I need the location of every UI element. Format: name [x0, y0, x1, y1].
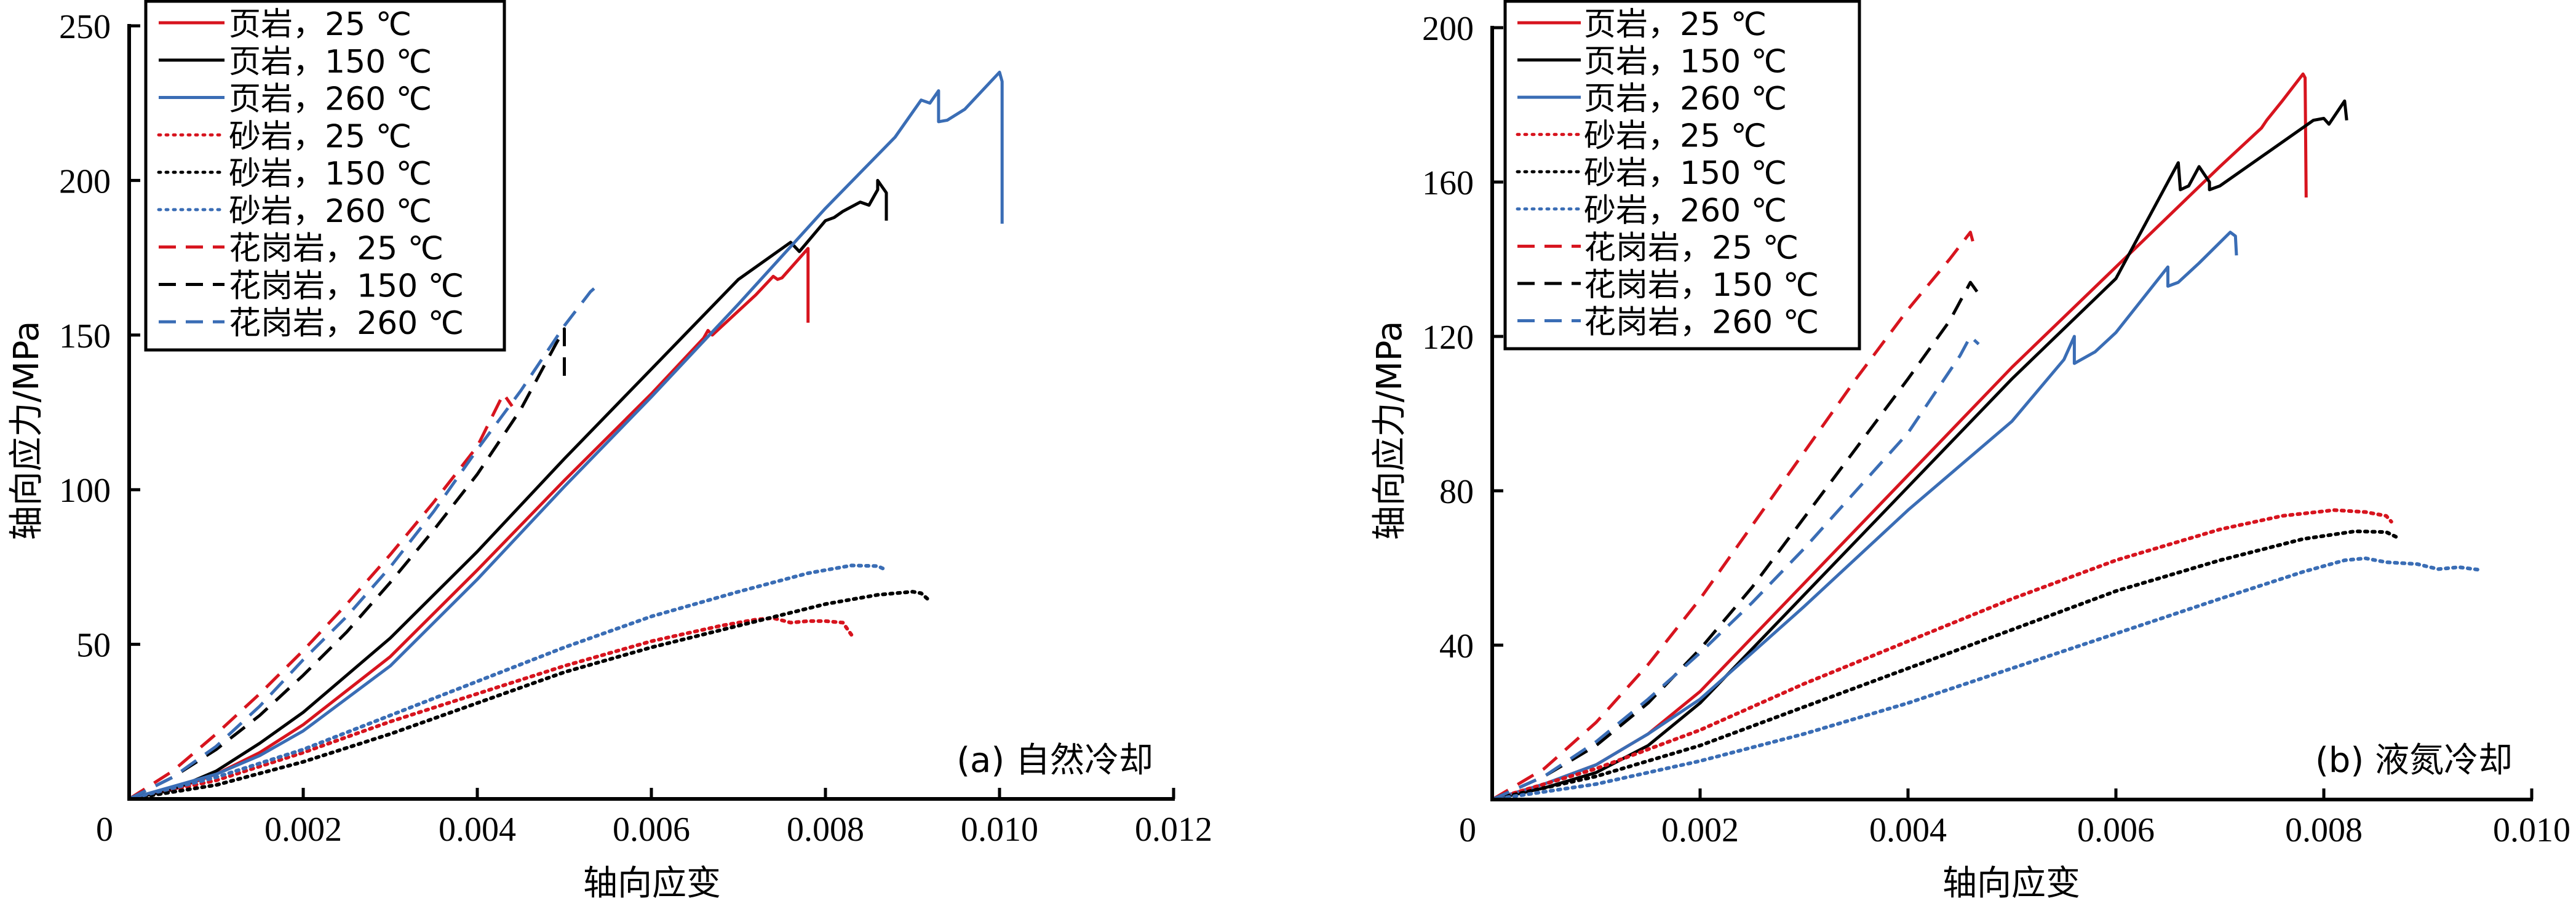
legend-item: 页岩，260 ℃ — [159, 81, 432, 118]
legend-item: 花岗岩，25 ℃ — [1517, 229, 1799, 266]
series-line-3 — [127, 616, 854, 801]
y-tick-label: 120 — [1422, 319, 1474, 357]
legend-item: 砂岩，260 ℃ — [1516, 193, 1787, 229]
x-tick-label: 0.004 — [439, 811, 516, 849]
legend-item: 页岩，150 ℃ — [1517, 44, 1787, 81]
x-tick-label: 0.008 — [787, 811, 864, 849]
panel-a-natural-cooling: 0 0.002 0.004 0.006 0.008 0.010 0.012 50 100 150 2… — [7, 0, 1212, 903]
series-line-1 — [1492, 99, 2348, 801]
tick-labels: 0 0.002 0.004 0.006 0.008 0.010 0.012 50 100 150 2… — [59, 8, 1212, 849]
y-tick-label: 150 — [59, 317, 111, 355]
series-line-2 — [129, 70, 1004, 801]
legend-label: 花岗岩，25 ℃ — [229, 231, 443, 268]
x-axis-title: 轴向应变 — [1942, 863, 2080, 903]
series-line-0 — [129, 247, 810, 801]
series-line-4 — [127, 590, 932, 801]
series-line-5 — [127, 563, 888, 801]
x-tick-label: 0.002 — [264, 811, 342, 849]
y-axis-title: 轴向应力/MPa — [1370, 321, 1410, 541]
series-line-5 — [1490, 556, 2482, 801]
legend-item: 砂岩，150 ℃ — [157, 156, 432, 193]
series-layer — [1490, 72, 2482, 801]
x-tick-label: 0.012 — [1135, 811, 1212, 849]
series-line-6 — [1491, 231, 1978, 801]
legend-label: 花岗岩，150 ℃ — [229, 268, 464, 304]
x-tick-label: 0.006 — [613, 811, 690, 849]
series-line-3 — [1490, 508, 2393, 801]
legend-label: 砂岩，25 ℃ — [229, 118, 411, 155]
y-tick-label: 200 — [1422, 10, 1474, 48]
tick-labels: 0 0.002 0.004 0.006 0.008 0.010 40 80 120 160 200 — [1422, 10, 2570, 849]
legend-label: 花岗岩，260 ℃ — [229, 305, 464, 342]
legend-label: 砂岩，25 ℃ — [1584, 118, 1767, 155]
legend-label: 页岩，25 ℃ — [1584, 6, 1767, 43]
y-tick-label: 40 — [1439, 627, 1474, 665]
axes — [127, 24, 1175, 801]
legend-label: 花岗岩，150 ℃ — [1584, 267, 1819, 304]
legend-label: 花岗岩，25 ℃ — [1584, 229, 1799, 266]
y-tick-label: 50 — [76, 627, 111, 665]
legend-item: 页岩，260 ℃ — [1517, 81, 1787, 117]
y-axis-title: 轴向应力/MPa — [7, 321, 47, 541]
x-tick-label: 0.002 — [1661, 811, 1739, 849]
x-tick-label: 0.010 — [2493, 811, 2570, 849]
y-tick-label: 160 — [1422, 164, 1474, 202]
series-line-2 — [1492, 231, 2238, 801]
axes — [1490, 26, 2534, 801]
legend-label: 砂岩，150 ℃ — [1584, 155, 1787, 192]
legend-item: 页岩，150 ℃ — [159, 44, 432, 81]
legend-label: 砂岩，150 ℃ — [229, 156, 432, 193]
legend-label: 花岗岩，260 ℃ — [1584, 304, 1819, 341]
legend-label: 页岩，150 ℃ — [1584, 44, 1787, 81]
legend-label: 砂岩，260 ℃ — [229, 193, 432, 230]
legend: 页岩，25 ℃页岩，150 ℃页岩，260 ℃砂岩，25 ℃砂岩，150 ℃砂岩… — [144, 0, 506, 352]
x-tick-label: 0 — [96, 811, 113, 849]
panel-label: (a) 自然冷却 — [956, 740, 1153, 780]
legend: 页岩，25 ℃页岩，150 ℃页岩，260 ℃砂岩，25 ℃砂岩，150 ℃砂岩… — [1503, 0, 1861, 351]
panel-label: (b) 液氮冷却 — [2315, 740, 2513, 780]
y-tick-label: 200 — [59, 162, 111, 200]
series-line-7 — [128, 327, 566, 801]
legend-label: 页岩，25 ℃ — [229, 6, 411, 43]
legend-item: 页岩，25 ℃ — [159, 6, 411, 43]
legend-item: 页岩，25 ℃ — [1517, 6, 1767, 43]
legend-item: 砂岩，150 ℃ — [1516, 155, 1787, 192]
y-tick-label: 100 — [59, 472, 111, 510]
legend-item: 花岗岩，260 ℃ — [159, 305, 464, 342]
legend-item: 砂岩，260 ℃ — [157, 193, 432, 230]
legend-item: 花岗岩，260 ℃ — [1517, 304, 1819, 341]
panel-b-liquid-nitrogen-cooling: 0 0.002 0.004 0.006 0.008 0.0104080120160200 … — [1370, 0, 2570, 903]
legend-item: 花岗岩，25 ℃ — [159, 231, 443, 268]
x-tick-label: 0.004 — [1869, 811, 1947, 849]
legend-label: 页岩，150 ℃ — [229, 44, 432, 81]
legend-item: 砂岩，25 ℃ — [157, 118, 411, 155]
legend-label: 页岩，260 ℃ — [229, 81, 432, 118]
x-tick-label: 0.008 — [2285, 811, 2363, 849]
legend-item: 花岗岩，150 ℃ — [159, 268, 464, 304]
y-tick-label: 250 — [59, 8, 111, 46]
x-axis-title: 轴向应变 — [583, 863, 721, 903]
series-layer — [127, 70, 1004, 801]
legend-label: 砂岩，260 ℃ — [1584, 193, 1787, 229]
series-line-7 — [1491, 280, 1980, 801]
x-tick-label: 0.010 — [961, 811, 1038, 849]
series-line-8 — [128, 282, 600, 801]
series-line-4 — [1490, 529, 2399, 801]
series-line-1 — [129, 178, 888, 801]
legend-item: 砂岩，25 ℃ — [1516, 118, 1767, 155]
series-line-6 — [128, 392, 514, 801]
legend-label: 页岩，260 ℃ — [1584, 81, 1787, 117]
series-line-8 — [1491, 335, 1980, 801]
x-tick-label: 0 — [1459, 811, 1476, 849]
legend-item: 花岗岩，150 ℃ — [1517, 267, 1819, 304]
y-tick-label: 80 — [1439, 473, 1474, 511]
x-tick-label: 0.006 — [2077, 811, 2155, 849]
